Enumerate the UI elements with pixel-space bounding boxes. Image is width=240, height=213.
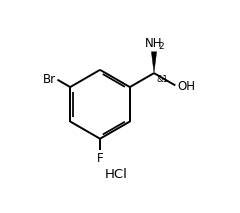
Text: NH: NH [144,37,162,50]
Polygon shape [151,52,157,73]
Text: 2: 2 [159,42,164,51]
Text: Br: Br [43,73,56,86]
Text: HCl: HCl [105,168,128,181]
Text: F: F [97,151,103,164]
Text: OH: OH [178,80,196,93]
Text: &1: &1 [157,75,169,84]
